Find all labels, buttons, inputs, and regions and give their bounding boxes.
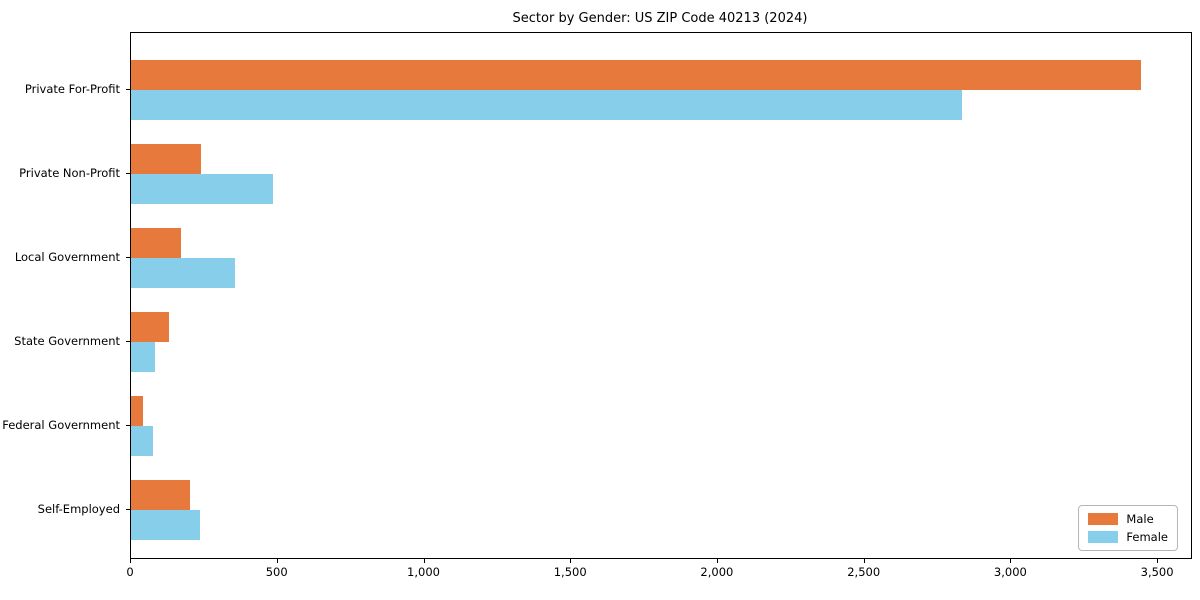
x-tick-label: 3,500 bbox=[1140, 565, 1174, 579]
x-tick-mark bbox=[570, 559, 572, 563]
bar-female-2 bbox=[131, 258, 236, 288]
legend-item-female: Female bbox=[1088, 530, 1168, 544]
x-tick-mark bbox=[1010, 559, 1012, 563]
bar-male-4 bbox=[131, 396, 143, 426]
y-tick-label: Private Non-Profit bbox=[19, 166, 120, 180]
y-tick-label: Federal Government bbox=[2, 418, 120, 432]
x-tick-label: 2,500 bbox=[847, 565, 881, 579]
x-tick-mark bbox=[276, 559, 278, 563]
bar-male-2 bbox=[131, 228, 181, 258]
y-tick-label: State Government bbox=[14, 334, 120, 348]
y-tick-mark bbox=[126, 341, 130, 342]
legend-label-male: Male bbox=[1126, 512, 1154, 526]
y-tick-mark bbox=[126, 173, 130, 174]
x-tick-mark bbox=[130, 559, 131, 563]
bar-female-3 bbox=[131, 342, 155, 372]
legend-swatch-female bbox=[1088, 531, 1119, 543]
x-tick-label: 1,000 bbox=[407, 565, 440, 579]
bar-female-4 bbox=[131, 426, 153, 456]
bar-female-0 bbox=[131, 90, 962, 120]
chart-title: Sector by Gender: US ZIP Code 40213 (202… bbox=[512, 11, 808, 26]
y-tick-mark bbox=[126, 425, 130, 426]
x-tick-mark bbox=[423, 559, 425, 563]
x-tick-label: 3,000 bbox=[993, 565, 1027, 579]
bar-male-1 bbox=[131, 144, 202, 174]
x-tick-label: 500 bbox=[265, 565, 288, 579]
y-tick-label: Local Government bbox=[14, 250, 120, 264]
legend-item-male: Male bbox=[1088, 512, 1168, 526]
x-tick-mark bbox=[863, 559, 865, 563]
bar-female-1 bbox=[131, 174, 274, 204]
y-tick-mark bbox=[126, 89, 130, 90]
x-tick-mark bbox=[1157, 559, 1159, 563]
x-tick-mark bbox=[716, 559, 718, 563]
legend-label-female: Female bbox=[1126, 530, 1168, 544]
plot-area: Male Female bbox=[130, 32, 1192, 559]
x-tick-label: 1,500 bbox=[553, 565, 587, 579]
x-tick-label: 0 bbox=[126, 565, 134, 579]
bar-male-3 bbox=[131, 312, 170, 342]
legend-swatch-male bbox=[1088, 513, 1119, 525]
bar-male-5 bbox=[131, 480, 190, 510]
bar-male-0 bbox=[131, 60, 1141, 90]
legend: Male Female bbox=[1078, 505, 1178, 551]
y-tick-label: Self-Employed bbox=[37, 502, 120, 516]
y-tick-mark bbox=[126, 509, 130, 510]
y-tick-mark bbox=[126, 257, 130, 258]
y-tick-label: Private For-Profit bbox=[24, 82, 120, 96]
x-tick-label: 2,000 bbox=[700, 565, 734, 579]
bar-female-5 bbox=[131, 510, 200, 540]
